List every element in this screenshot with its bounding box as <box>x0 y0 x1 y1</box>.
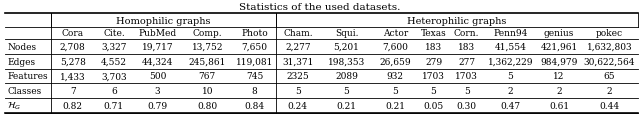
Text: 3,327: 3,327 <box>101 43 127 51</box>
Text: 277: 277 <box>458 57 476 66</box>
Text: 5,201: 5,201 <box>333 43 360 51</box>
Text: 2325: 2325 <box>287 72 309 81</box>
Text: 5: 5 <box>431 87 436 95</box>
Text: Features: Features <box>7 72 47 81</box>
Text: 5: 5 <box>392 87 398 95</box>
Text: 0.44: 0.44 <box>599 101 620 110</box>
Text: Cora: Cora <box>61 29 84 38</box>
Text: 12: 12 <box>554 72 565 81</box>
Text: 2,708: 2,708 <box>60 43 86 51</box>
Text: 0.21: 0.21 <box>337 101 356 110</box>
Text: Nodes: Nodes <box>7 43 36 51</box>
Text: Actor: Actor <box>383 29 408 38</box>
Text: Photo: Photo <box>241 29 268 38</box>
Text: 65: 65 <box>604 72 615 81</box>
Text: Edges: Edges <box>7 57 35 66</box>
Text: Corn.: Corn. <box>454 29 479 38</box>
Text: 2089: 2089 <box>335 72 358 81</box>
Text: Heterophilic graphs: Heterophilic graphs <box>408 16 507 25</box>
Text: 0.24: 0.24 <box>288 101 308 110</box>
Text: 3,703: 3,703 <box>101 72 127 81</box>
Text: 183: 183 <box>425 43 442 51</box>
Text: 0.47: 0.47 <box>500 101 520 110</box>
Text: 5: 5 <box>464 87 470 95</box>
Text: Cite.: Cite. <box>103 29 125 38</box>
Text: 8: 8 <box>252 87 257 95</box>
Text: 1,362,229: 1,362,229 <box>488 57 533 66</box>
Text: 2: 2 <box>607 87 612 95</box>
Text: 31,371: 31,371 <box>282 57 314 66</box>
Text: 3: 3 <box>155 87 161 95</box>
Text: Penn94: Penn94 <box>493 29 527 38</box>
Text: 0.61: 0.61 <box>549 101 569 110</box>
Text: Cham.: Cham. <box>283 29 313 38</box>
Text: 2: 2 <box>508 87 513 95</box>
Text: $\mathcal{H}_G$: $\mathcal{H}_G$ <box>7 100 21 111</box>
Text: 19,717: 19,717 <box>141 43 173 51</box>
Text: 5: 5 <box>295 87 301 95</box>
Text: 5,278: 5,278 <box>60 57 86 66</box>
Text: 0.30: 0.30 <box>457 101 477 110</box>
Text: 4,552: 4,552 <box>101 57 127 66</box>
Text: 7,650: 7,650 <box>241 43 268 51</box>
Text: 500: 500 <box>149 72 166 81</box>
Text: 0.80: 0.80 <box>197 101 218 110</box>
Text: genius: genius <box>544 29 574 38</box>
Text: 245,861: 245,861 <box>189 57 226 66</box>
Text: 1703: 1703 <box>422 72 445 81</box>
Text: 13,752: 13,752 <box>191 43 223 51</box>
Text: 198,353: 198,353 <box>328 57 365 66</box>
Text: 6: 6 <box>111 87 116 95</box>
Text: 0.82: 0.82 <box>63 101 83 110</box>
Text: PubMed: PubMed <box>138 29 177 38</box>
Text: 0.84: 0.84 <box>244 101 264 110</box>
Text: 7,600: 7,600 <box>383 43 408 51</box>
Text: 0.79: 0.79 <box>147 101 168 110</box>
Text: 2: 2 <box>556 87 562 95</box>
Text: Statistics of the used datasets.: Statistics of the used datasets. <box>239 3 401 12</box>
Text: 0.05: 0.05 <box>424 101 444 110</box>
Text: 7: 7 <box>70 87 76 95</box>
Text: 932: 932 <box>387 72 404 81</box>
Text: 5: 5 <box>508 72 513 81</box>
Text: 767: 767 <box>198 72 216 81</box>
Text: 279: 279 <box>425 57 442 66</box>
Text: 10: 10 <box>202 87 213 95</box>
Text: Classes: Classes <box>7 87 41 95</box>
Text: Texas: Texas <box>420 29 447 38</box>
Text: 0.71: 0.71 <box>104 101 124 110</box>
Text: Squi.: Squi. <box>335 29 358 38</box>
Text: 44,324: 44,324 <box>142 57 173 66</box>
Text: Homophilic graphs: Homophilic graphs <box>116 16 211 25</box>
Text: 1703: 1703 <box>455 72 478 81</box>
Text: 2,277: 2,277 <box>285 43 310 51</box>
Text: Comp.: Comp. <box>193 29 222 38</box>
Text: 30,622,564: 30,622,564 <box>584 57 635 66</box>
Text: pokec: pokec <box>596 29 623 38</box>
Text: 1,632,803: 1,632,803 <box>587 43 632 51</box>
Text: 0.21: 0.21 <box>385 101 405 110</box>
Text: 119,081: 119,081 <box>236 57 273 66</box>
Text: 41,554: 41,554 <box>495 43 526 51</box>
Text: 421,961: 421,961 <box>541 43 578 51</box>
Text: 745: 745 <box>246 72 263 81</box>
Text: 26,659: 26,659 <box>380 57 411 66</box>
Text: 984,979: 984,979 <box>540 57 578 66</box>
Text: 5: 5 <box>344 87 349 95</box>
Text: 1,433: 1,433 <box>60 72 86 81</box>
Text: 183: 183 <box>458 43 476 51</box>
